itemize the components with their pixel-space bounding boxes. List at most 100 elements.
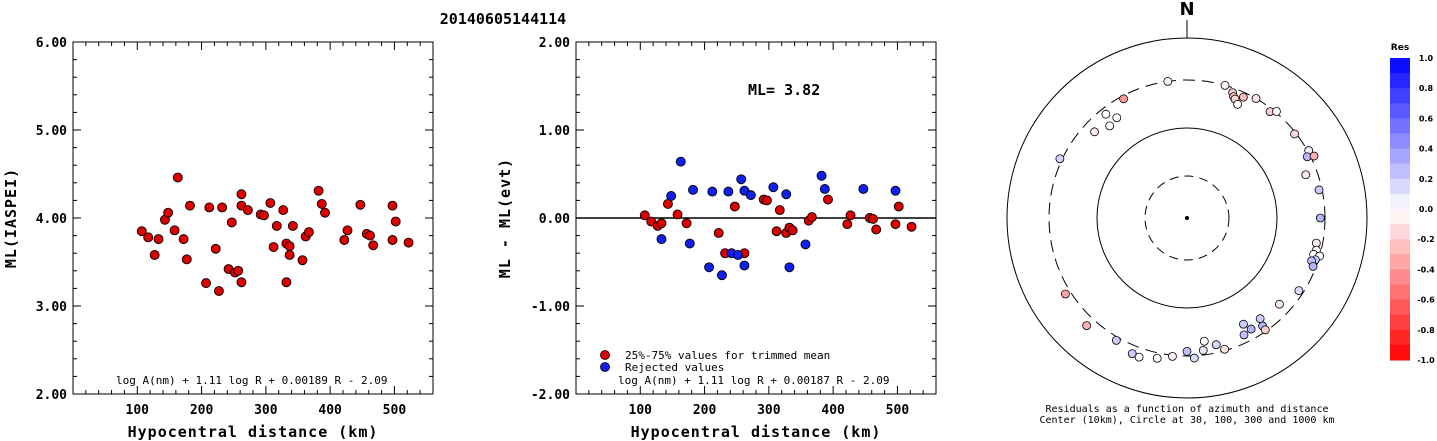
- rejected-point: [666, 191, 677, 201]
- residual-point: [1233, 99, 1243, 109]
- rejected-point: [684, 238, 695, 249]
- residual-point: [1309, 151, 1319, 161]
- data-point: [236, 277, 247, 288]
- y-tick-label: 3.00: [36, 300, 67, 315]
- data-point: [284, 250, 295, 260]
- trimmed-mean-point: [639, 210, 650, 221]
- formula-annotation: log A(nm) + 1.11 log R + 0.00187 R - 2.0…: [618, 374, 890, 387]
- caption-line-2: Center (10km), Circle at 30, 100, 300 an…: [1039, 415, 1334, 426]
- residual-point: [1112, 113, 1122, 123]
- colorbar-swatch: [1390, 178, 1410, 195]
- data-point: [258, 210, 269, 221]
- data-point: [387, 235, 398, 245]
- data-point: [284, 241, 295, 252]
- colorbar-tick-label: 0.4: [1419, 145, 1434, 154]
- rejected-point: [736, 174, 747, 185]
- y-tick-label: 5.00: [36, 124, 67, 139]
- trimmed-mean-point: [871, 224, 882, 235]
- caption-line-1: Residuals as a function of azimuth and d…: [1046, 404, 1329, 415]
- circle-100km: [1096, 127, 1278, 309]
- data-point: [268, 242, 279, 252]
- residual-point: [1290, 129, 1299, 139]
- colorbar-swatch: [1390, 269, 1410, 285]
- data-point: [217, 202, 228, 213]
- data-point: [204, 202, 215, 213]
- residual-point: [1163, 76, 1173, 86]
- data-point: [387, 200, 398, 211]
- colorbar-tick-label: -0.2: [1417, 235, 1435, 244]
- rejected-point: [723, 186, 734, 197]
- residual-colorbar: 1.0 0.8 0.6 0.4 0.2 0.0 -0.2 -0.4 -0.6 -0.8 -1.0: [1390, 54, 1435, 365]
- residual-point: [1246, 324, 1256, 334]
- rejected-point: [768, 182, 779, 193]
- residual-point: [1301, 170, 1311, 180]
- legend-marker-rejected: [600, 362, 610, 372]
- colorbar-swatch: [1390, 209, 1410, 225]
- residual-point: [1168, 351, 1177, 361]
- colorbar-swatch: [1390, 224, 1410, 240]
- rejected-point: [819, 184, 830, 194]
- trimmed-mean-point: [823, 194, 833, 205]
- trimmed-mean-point: [761, 195, 772, 206]
- plot-frame: [72, 41, 434, 395]
- trimmed-mean-point: [672, 209, 683, 220]
- residual-point: [1082, 321, 1092, 331]
- rejected-point: [781, 189, 792, 200]
- residual-point: [1101, 109, 1111, 119]
- residual-point: [1239, 319, 1248, 329]
- colorbar-swatch: [1390, 88, 1410, 104]
- residual-point: [1251, 94, 1261, 103]
- residual-point: [1119, 94, 1129, 104]
- x-tick-label: 300: [757, 403, 781, 418]
- center-dot: [1185, 216, 1189, 220]
- data-point: [236, 189, 247, 200]
- rejected-point: [890, 185, 901, 196]
- trimmed-mean-point: [713, 228, 724, 238]
- data-point: [316, 198, 327, 209]
- residual-point: [1294, 286, 1304, 296]
- residual-point: [1090, 127, 1099, 137]
- colorbar-swatch: [1390, 254, 1410, 270]
- colorbar-tick-label: -0.6: [1417, 296, 1435, 305]
- trimmed-mean-point: [787, 225, 798, 236]
- colorbar-tick-label: 0.2: [1419, 175, 1433, 184]
- x-tick-label: 200: [693, 403, 717, 418]
- residual-point: [1275, 299, 1284, 309]
- data-point: [339, 235, 350, 245]
- north-label: N: [1179, 0, 1194, 20]
- colorbar-swatch: [1390, 148, 1410, 165]
- residual-point: [1127, 349, 1137, 358]
- rejected-point: [816, 170, 827, 181]
- colorbar-swatch: [1390, 299, 1410, 316]
- x-tick-label: 100: [629, 403, 653, 418]
- y-tick-label: 4.00: [36, 212, 67, 227]
- residual-point: [1182, 346, 1192, 356]
- data-point: [342, 225, 353, 236]
- ml-vs-distance-panel: 100 200 300 400 500 2.00 3.00 4.00 5.00 6.00 ML(I…: [2, 36, 434, 441]
- y-axis-label: ML - ML(evt): [496, 158, 514, 278]
- data-point: [143, 232, 154, 243]
- y-tick-label: 2.00: [539, 36, 570, 51]
- legend-marker-trimmed: [600, 350, 610, 360]
- residual-point: [1061, 289, 1070, 299]
- rejected-point: [688, 184, 698, 195]
- colorbar-tick-label: 0.8: [1419, 84, 1434, 93]
- residual-vs-distance-panel: 100 200 300 400 500 -2.00 -1.00 0.00 1.00 2.00 ML…: [496, 36, 937, 441]
- data-point: [233, 265, 244, 276]
- data-point: [172, 172, 183, 183]
- residual-point: [1238, 92, 1248, 102]
- outer-circle-1000km: [1006, 37, 1368, 399]
- dashed-circle-300km: [1048, 79, 1326, 357]
- colorbar-tick-label: -0.8: [1417, 326, 1435, 335]
- data-point: [320, 207, 330, 218]
- x-tick-label: 100: [126, 403, 150, 418]
- rejected-point: [745, 190, 756, 201]
- data-point: [278, 205, 289, 216]
- rejected-point: [704, 262, 715, 273]
- y-axis-label: ML(IASPEI): [2, 168, 20, 268]
- rejected-point: [733, 250, 743, 260]
- residual-point: [1111, 335, 1121, 345]
- dashed-circle-30km: [1144, 175, 1230, 261]
- data-point: [403, 237, 414, 248]
